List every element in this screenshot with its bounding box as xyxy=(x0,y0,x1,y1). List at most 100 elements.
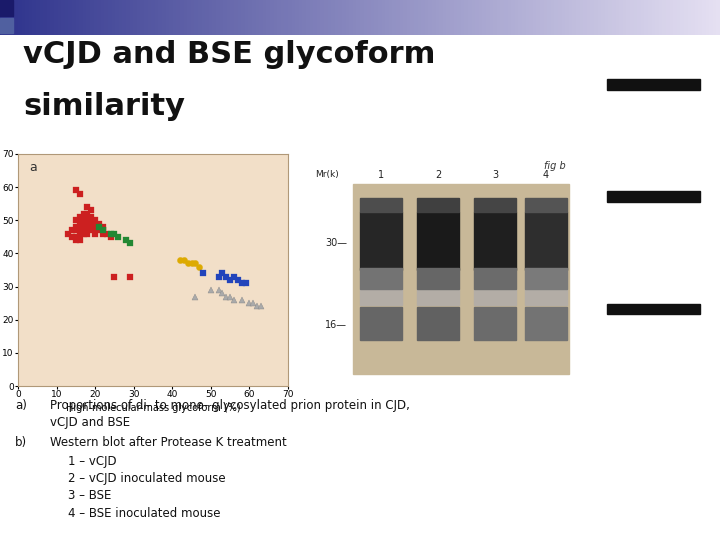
Text: 3 – BSE: 3 – BSE xyxy=(68,489,112,502)
Bar xyxy=(266,0,270,35)
Bar xyxy=(187,0,191,35)
Bar xyxy=(50,0,54,35)
Bar xyxy=(130,0,133,35)
Bar xyxy=(32,0,36,35)
Bar xyxy=(349,0,353,35)
Bar xyxy=(486,0,490,35)
Bar xyxy=(248,0,252,35)
Bar xyxy=(223,0,227,35)
Bar xyxy=(417,212,459,270)
Bar xyxy=(454,0,457,35)
Bar xyxy=(151,0,155,35)
Bar xyxy=(673,0,677,35)
Bar xyxy=(684,0,688,35)
Bar xyxy=(716,0,720,35)
Bar xyxy=(479,0,482,35)
Bar xyxy=(637,0,641,35)
Bar xyxy=(299,0,302,35)
Bar xyxy=(558,0,562,35)
Bar xyxy=(162,0,166,35)
Bar xyxy=(439,0,443,35)
Bar xyxy=(623,0,626,35)
Bar xyxy=(148,0,151,35)
Bar xyxy=(652,0,655,35)
Bar xyxy=(474,307,516,340)
Bar xyxy=(86,0,90,35)
Bar xyxy=(490,0,493,35)
Bar xyxy=(331,0,335,35)
Bar xyxy=(65,0,68,35)
Bar xyxy=(421,0,425,35)
Bar xyxy=(607,191,700,202)
Text: b): b) xyxy=(14,436,27,449)
Bar xyxy=(515,0,518,35)
Bar xyxy=(608,0,612,35)
Bar xyxy=(144,0,148,35)
Bar xyxy=(288,0,292,35)
Text: 30—: 30— xyxy=(325,238,347,248)
Bar xyxy=(525,198,567,212)
Text: a): a) xyxy=(14,399,27,412)
Bar xyxy=(245,0,248,35)
Bar xyxy=(173,0,176,35)
Bar xyxy=(569,0,572,35)
Bar xyxy=(227,0,230,35)
Bar xyxy=(0,17,13,33)
Bar xyxy=(126,0,130,35)
Bar xyxy=(101,0,104,35)
Bar xyxy=(11,0,14,35)
Bar xyxy=(590,0,594,35)
Bar xyxy=(587,0,590,35)
Bar xyxy=(158,0,162,35)
Bar xyxy=(598,0,601,35)
Bar xyxy=(61,0,65,35)
Bar xyxy=(360,288,402,305)
Bar xyxy=(83,0,86,35)
Bar xyxy=(18,0,22,35)
Text: a: a xyxy=(29,161,37,174)
Bar xyxy=(547,0,551,35)
Bar xyxy=(536,0,540,35)
Bar xyxy=(274,0,277,35)
Bar xyxy=(680,0,684,35)
Bar xyxy=(526,0,529,35)
Bar xyxy=(497,0,500,35)
X-axis label: High-molecular-mass glycoform (%): High-molecular-mass glycoform (%) xyxy=(66,403,240,414)
Bar xyxy=(367,0,371,35)
Bar xyxy=(133,0,137,35)
Bar xyxy=(353,184,569,375)
Bar xyxy=(518,0,522,35)
Bar xyxy=(43,0,47,35)
Bar xyxy=(202,0,205,35)
Bar xyxy=(474,288,516,305)
Bar xyxy=(259,0,263,35)
Bar xyxy=(140,0,144,35)
Bar xyxy=(0,0,13,16)
Bar xyxy=(90,0,94,35)
Text: 4: 4 xyxy=(543,170,549,180)
Bar xyxy=(508,0,511,35)
Bar xyxy=(709,0,713,35)
Bar xyxy=(317,0,320,35)
Bar xyxy=(94,0,97,35)
Bar xyxy=(382,0,385,35)
Bar xyxy=(605,0,608,35)
Bar xyxy=(525,288,567,305)
Bar xyxy=(342,0,346,35)
Bar xyxy=(583,0,587,35)
Bar xyxy=(493,0,497,35)
Text: similarity: similarity xyxy=(23,92,185,121)
Bar xyxy=(572,0,576,35)
Bar xyxy=(36,0,40,35)
Bar xyxy=(263,0,266,35)
Bar xyxy=(403,0,407,35)
Bar xyxy=(360,0,364,35)
Bar xyxy=(511,0,515,35)
Bar xyxy=(40,0,43,35)
Bar xyxy=(234,0,238,35)
Bar xyxy=(562,0,565,35)
Bar xyxy=(616,0,619,35)
Bar xyxy=(554,0,558,35)
Bar xyxy=(212,0,216,35)
Bar xyxy=(662,0,666,35)
